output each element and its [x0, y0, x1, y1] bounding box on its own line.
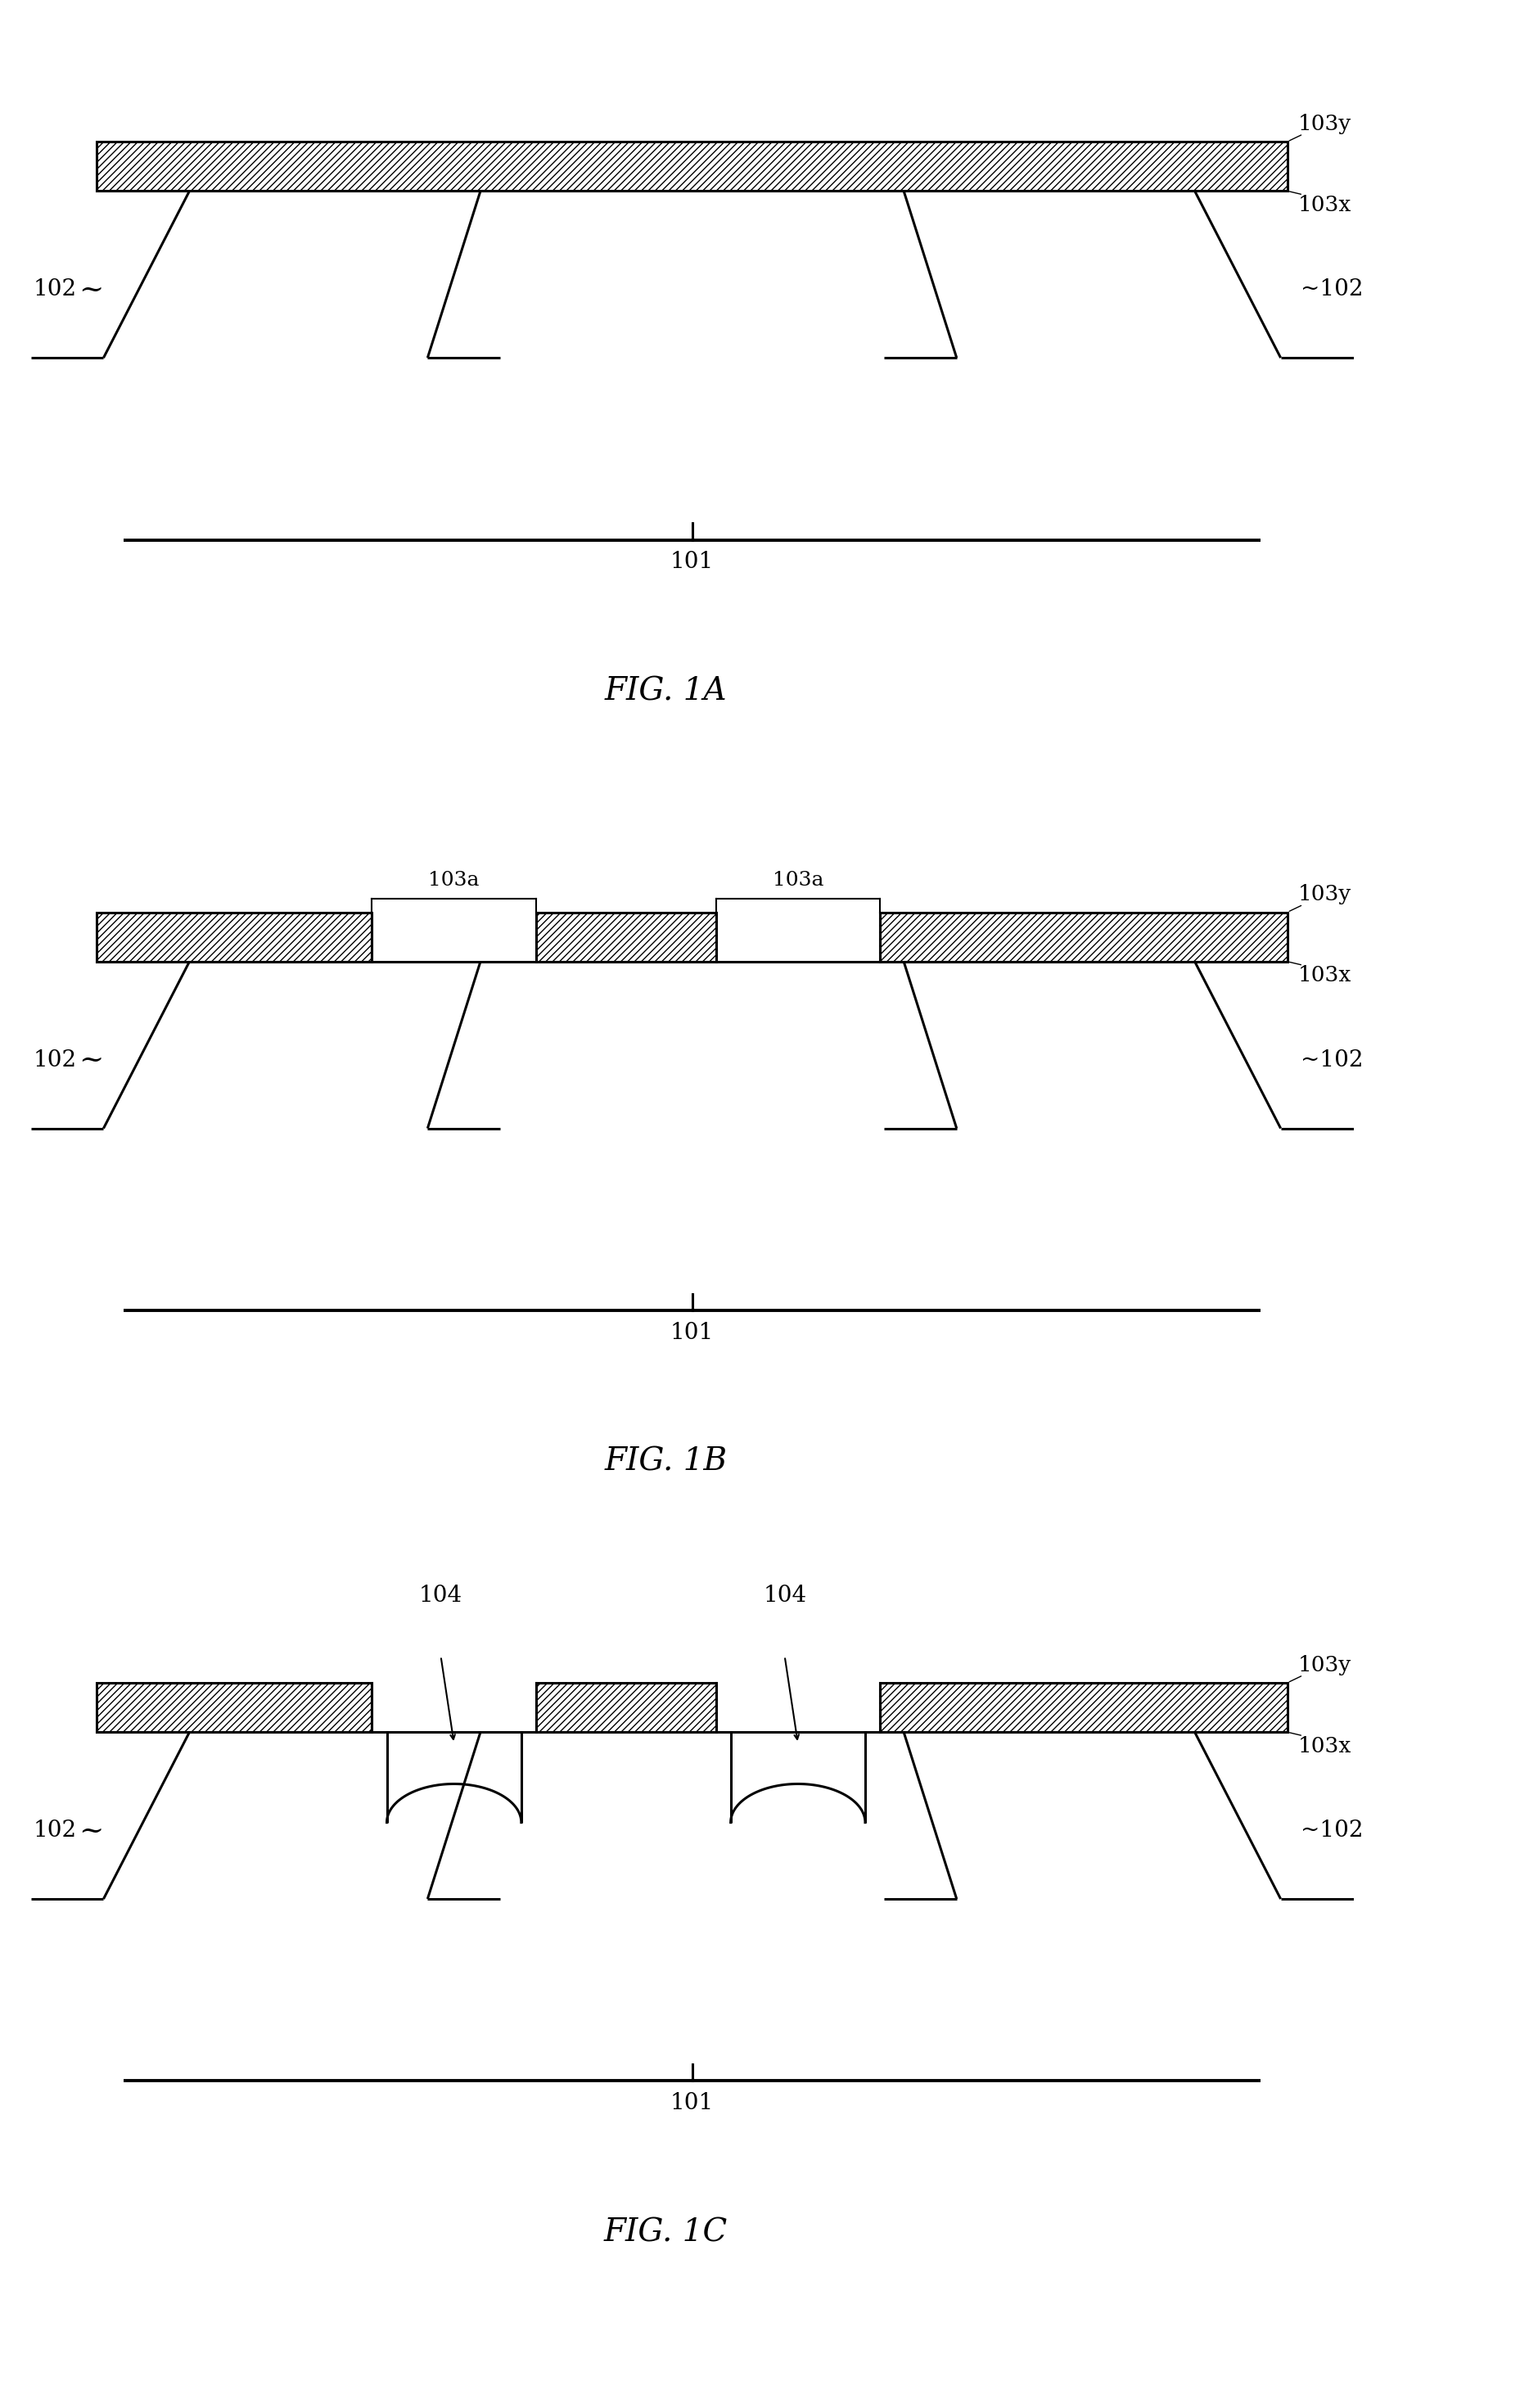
Text: 103y: 103y: [1298, 113, 1352, 135]
Text: 101: 101: [671, 551, 714, 573]
Bar: [537, 913, 715, 961]
Text: 103y: 103y: [1298, 884, 1352, 905]
Bar: [537, 1683, 715, 1731]
Text: FIG. 1A: FIG. 1A: [604, 677, 727, 706]
Text: 103x: 103x: [1298, 966, 1352, 985]
Text: ~102: ~102: [1301, 1820, 1363, 1842]
Text: 103x: 103x: [1298, 1736, 1352, 1755]
Text: 103a: 103a: [772, 872, 823, 889]
Text: ~102: ~102: [1301, 1050, 1363, 1072]
Text: 103a: 103a: [429, 872, 480, 889]
Text: 102: 102: [34, 1050, 77, 1072]
Bar: [880, 913, 1287, 961]
Text: 101: 101: [671, 2093, 714, 2114]
Text: 103y: 103y: [1298, 1654, 1352, 1676]
Bar: [97, 913, 372, 961]
Text: 104: 104: [763, 1584, 806, 1606]
Text: 101: 101: [671, 1322, 714, 1344]
Bar: [97, 1683, 372, 1731]
Bar: [97, 142, 1287, 190]
Text: 103x: 103x: [1298, 195, 1352, 214]
Text: ~: ~: [78, 1045, 103, 1074]
Text: FIG. 1C: FIG. 1C: [604, 2218, 727, 2247]
Text: 104: 104: [418, 1584, 463, 1606]
Text: FIG. 1B: FIG. 1B: [604, 1447, 727, 1476]
Bar: [880, 1683, 1287, 1731]
Text: ~: ~: [78, 1816, 103, 1845]
Text: ~: ~: [78, 275, 103, 303]
Text: ~102: ~102: [1301, 279, 1363, 301]
Text: 102: 102: [34, 1820, 77, 1842]
Text: 102: 102: [34, 279, 77, 301]
